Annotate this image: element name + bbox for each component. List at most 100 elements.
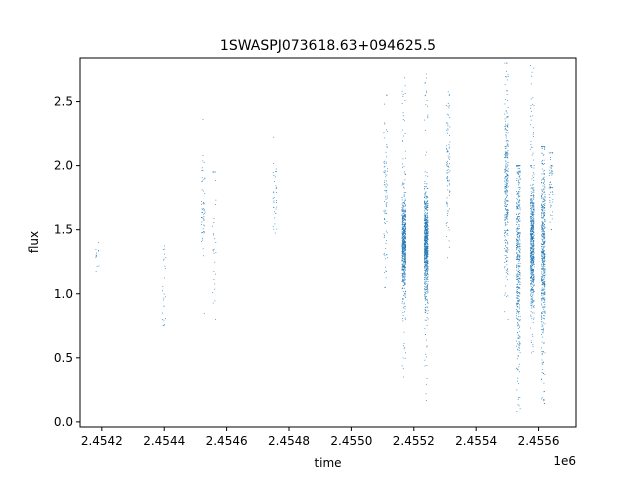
data-point [403,216,404,217]
data-point [516,292,518,294]
data-point [544,268,546,269]
data-point [426,270,428,272]
data-point [405,157,407,159]
data-point [427,228,429,229]
data-point [424,95,426,97]
data-point [424,296,426,298]
data-point [541,238,543,240]
data-point [518,350,520,351]
data-point [401,224,403,226]
data-point [162,290,163,292]
data-point [424,219,426,221]
data-point [403,228,405,230]
data-point [427,253,429,254]
data-point [533,231,535,233]
data-point [384,162,385,164]
data-point [403,186,404,188]
data-point [532,218,534,219]
data-point [517,279,519,280]
data-point [447,165,448,167]
data-point [427,116,429,118]
data-point [519,217,521,219]
data-point [202,217,204,219]
data-point [507,229,508,231]
data-point [507,174,509,176]
data-point [533,279,534,280]
data-point [505,203,507,205]
data-point [532,301,534,303]
data-point [543,270,545,272]
data-point [401,238,403,240]
data-point [424,233,426,235]
data-point [402,244,404,246]
data-point [519,178,521,180]
data-point [518,174,519,175]
data-point [517,369,519,371]
data-point [543,261,545,263]
data-point [532,256,534,258]
data-point [506,205,507,207]
data-point [505,219,506,221]
data-point [530,248,532,250]
data-point [425,277,427,279]
x-tick-label: 2.4552 [393,434,435,448]
data-point [404,208,406,210]
data-point [507,175,509,177]
data-point [425,214,427,216]
data-point [424,236,426,238]
data-point [544,241,545,243]
data-point [517,283,518,285]
data-point [530,208,531,209]
data-point [427,225,429,227]
data-point [518,195,519,197]
data-point [504,154,506,156]
data-point [507,186,509,188]
data-point [517,206,519,208]
data-point [533,278,535,280]
data-point [402,252,404,254]
data-point [215,251,217,253]
data-point [505,250,506,252]
data-point [544,264,546,265]
data-point [541,233,543,235]
data-point [203,231,205,232]
data-point [533,274,535,275]
data-point [425,92,427,94]
data-point [506,183,508,185]
data-point [518,200,520,201]
data-point [427,187,429,189]
data-point [276,171,277,172]
data-point [426,346,428,348]
data-point [424,289,426,290]
data-point [519,274,521,275]
data-point [530,199,531,201]
x-axis-ticks: 2.4542 2.4544 2.4546 2.4548 2.4550 2.4552 2.45… [81,427,560,448]
data-point [543,219,545,220]
data-point [532,318,534,320]
data-point [403,306,405,308]
data-point [516,234,518,235]
data-point [533,277,534,278]
data-point [403,225,405,227]
data-point [517,201,519,202]
data-point [404,240,406,242]
data-point [403,331,405,333]
data-point [98,242,99,244]
data-point [543,146,545,147]
data-point [446,129,447,131]
data-point [541,266,543,268]
data-point [506,142,508,144]
data-point [531,232,533,234]
data-point [504,190,506,192]
data-point [427,209,429,211]
data-point [550,157,552,158]
data-point [402,357,404,359]
data-point [447,91,449,93]
data-point [543,391,545,393]
data-point [532,152,534,154]
data-point [401,199,403,201]
data-point [401,240,403,241]
data-point [532,227,534,229]
data-point [531,201,533,203]
data-point [424,245,426,247]
